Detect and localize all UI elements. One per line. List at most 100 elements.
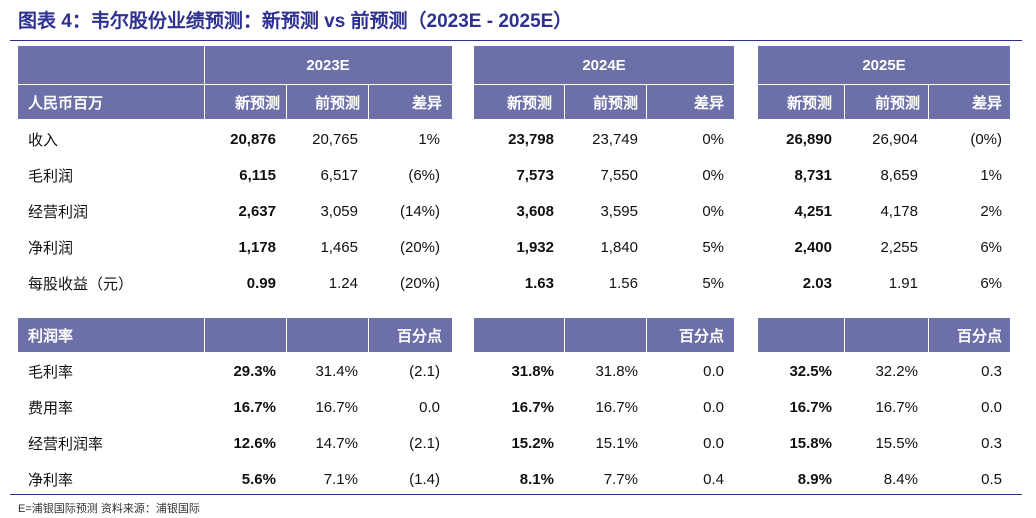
divider xyxy=(204,318,205,352)
table-row: 每股收益（元） 0.99 1.24 (20%) 1.63 1.56 5% 2.03 1.91 6% xyxy=(0,265,1036,301)
table-cell: 0.3 xyxy=(981,434,1002,452)
table-cell: 2,255 xyxy=(880,238,918,256)
table-cell: 23,798 xyxy=(508,130,554,148)
table-cell: 0.3 xyxy=(981,362,1002,380)
margin-header-bar-2024: 百分点 xyxy=(474,318,734,352)
year-label-2023: 2023E xyxy=(306,56,350,74)
source-note: E=浦银国际预测 资料来源：浦银国际 xyxy=(18,503,200,515)
divider xyxy=(928,85,929,119)
table-cell: 1,840 xyxy=(600,238,638,256)
table-cell: 15.8% xyxy=(789,434,832,452)
table-cell: (1.4) xyxy=(409,470,440,488)
row-label: 每股收益（元） xyxy=(28,275,134,293)
year-label-2025: 2025E xyxy=(862,56,906,74)
table-cell: 8.4% xyxy=(883,470,918,488)
table-cell: 2,637 xyxy=(238,202,276,220)
row-label: 净利润 xyxy=(28,239,74,257)
table-cell: 16.7% xyxy=(789,398,832,416)
col-new-forecast: 新预测 xyxy=(786,94,832,112)
col-new-forecast: 新预测 xyxy=(234,94,280,112)
table-cell: (6%) xyxy=(408,166,440,184)
col-prev-forecast: 前预测 xyxy=(314,94,360,112)
row-label: 净利率 xyxy=(28,471,74,489)
table-row: 经营利润率 12.6% 14.7% (2.1) 15.2% 15.1% 0.0 15.8% 15… xyxy=(0,425,1036,461)
table-cell: (2.1) xyxy=(409,362,440,380)
table-cell: 6,517 xyxy=(320,166,358,184)
row-label: 收入 xyxy=(28,131,59,149)
col-diff: 差异 xyxy=(693,94,724,112)
divider xyxy=(286,85,287,119)
divider xyxy=(204,85,205,119)
table-cell: 16.7% xyxy=(315,398,358,416)
table-cell: 8,659 xyxy=(880,166,918,184)
table-cell: 0.0 xyxy=(703,362,724,380)
table-cell: 8.9% xyxy=(797,470,832,488)
table-cell: 1% xyxy=(980,166,1002,184)
table-cell: (20%) xyxy=(399,274,440,292)
column-header-bar-2024: 新预测 前预测 差异 xyxy=(474,85,734,119)
column-header-bar-2023: 人民币百万 新预测 前预测 差异 xyxy=(18,85,452,119)
margin-header-bar-2025: 百分点 xyxy=(758,318,1010,352)
table-cell: 26,904 xyxy=(872,130,918,148)
table-cell: 1.56 xyxy=(608,274,638,292)
table-row: 经营利润 2,637 3,059 (14%) 3,608 3,595 0% 4,251 4,17… xyxy=(0,193,1036,229)
divider xyxy=(844,85,845,119)
col-pct-points: 百分点 xyxy=(678,327,724,345)
table-row: 费用率 16.7% 16.7% 0.0 16.7% 16.7% 0.0 16.7% 16.7% 0… xyxy=(0,389,1036,425)
table-cell: 14.7% xyxy=(315,434,358,452)
col-pct-points: 百分点 xyxy=(396,327,442,345)
divider xyxy=(368,85,369,119)
unit-label: 人民币百万 xyxy=(28,94,104,112)
divider xyxy=(646,85,647,119)
table-cell: 1,932 xyxy=(516,238,554,256)
top-rule xyxy=(10,40,1022,41)
divider xyxy=(646,318,647,352)
row-label: 费用率 xyxy=(28,399,74,417)
year-label-2024: 2024E xyxy=(582,56,626,74)
table-cell: 6,115 xyxy=(239,166,276,184)
col-new-forecast: 新预测 xyxy=(506,94,552,112)
table-cell: 7.7% xyxy=(603,470,638,488)
column-header-bar-2025: 新预测 前预测 差异 xyxy=(758,85,1010,119)
table-cell: 15.5% xyxy=(875,434,918,452)
year-header-bar-2024: 2024E xyxy=(474,46,734,84)
table-cell: 7,550 xyxy=(600,166,638,184)
table-cell: (0%) xyxy=(970,130,1002,148)
table-cell: 8,731 xyxy=(794,166,832,184)
row-label: 经营利润率 xyxy=(28,435,104,453)
table-cell: 31.4% xyxy=(315,362,358,380)
table-cell: 1.63 xyxy=(524,274,554,292)
table-row: 收入 20,876 20,765 1% 23,798 23,749 0% 26,890 26,9… xyxy=(0,121,1036,157)
table-cell: 1,178 xyxy=(238,238,276,256)
row-label: 毛利率 xyxy=(28,363,74,381)
table-cell: 16.7% xyxy=(233,398,276,416)
table-cell: 26,890 xyxy=(786,130,832,148)
table-cell: 2% xyxy=(980,202,1002,220)
divider xyxy=(844,318,845,352)
table-cell: 31.8% xyxy=(595,362,638,380)
table-cell: 6% xyxy=(980,238,1002,256)
divider xyxy=(928,318,929,352)
table-cell: 0.0 xyxy=(419,398,440,416)
table-cell: 2,400 xyxy=(794,238,832,256)
table-cell: 15.2% xyxy=(511,434,554,452)
table-cell: 0.0 xyxy=(703,398,724,416)
table-cell: 0% xyxy=(702,202,724,220)
table-cell: (2.1) xyxy=(409,434,440,452)
table-cell: 3,595 xyxy=(600,202,638,220)
table-cell: 20,876 xyxy=(230,130,276,148)
col-prev-forecast: 前预测 xyxy=(874,94,920,112)
table-cell: 32.2% xyxy=(875,362,918,380)
table-cell: 0.4 xyxy=(703,470,724,488)
table-cell: 0.99 xyxy=(246,274,276,292)
table-cell: 1,465 xyxy=(320,238,358,256)
table-cell: 3,059 xyxy=(320,202,358,220)
row-label: 经营利润 xyxy=(28,203,89,221)
table-cell: 2.03 xyxy=(802,274,832,292)
row-label: 毛利润 xyxy=(28,167,74,185)
table-cell: 4,251 xyxy=(794,202,832,220)
table-cell: 3,608 xyxy=(516,202,554,220)
table-cell: (14%) xyxy=(399,202,440,220)
table-cell: 5% xyxy=(702,238,724,256)
col-diff: 差异 xyxy=(971,94,1002,112)
